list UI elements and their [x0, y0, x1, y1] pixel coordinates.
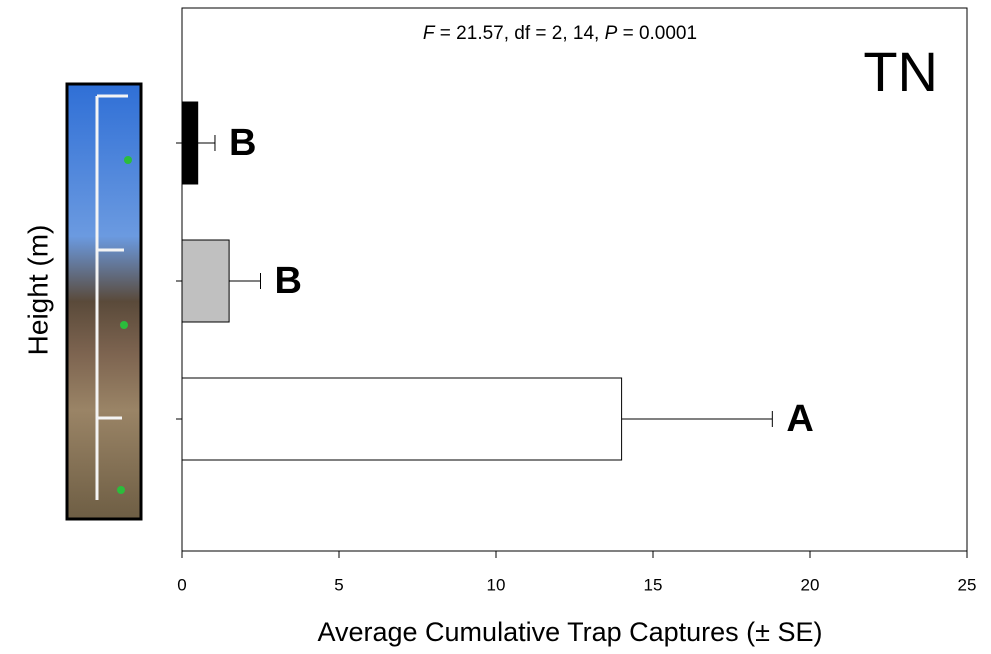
bar — [181, 377, 623, 461]
panel-label: TN — [863, 40, 938, 103]
x-axis-label: Average Cumulative Trap Captures (± SE) — [317, 617, 822, 647]
significance-letter: A — [786, 398, 813, 440]
x-tick-label: 20 — [801, 575, 820, 594]
bar — [181, 101, 199, 185]
y-axis-label: Height (m) — [22, 225, 53, 356]
annotation: F = 21.57, df = 2, 14, P = 0.0001 — [423, 23, 697, 44]
annotation-part: F — [423, 23, 436, 44]
x-tick-label: 15 — [644, 575, 663, 594]
annotation-part: = 21.57, df = 2, 14, — [435, 23, 605, 44]
x-tick-label: 10 — [487, 575, 506, 594]
x-tick-label: 5 — [334, 575, 343, 594]
significance-letter: B — [275, 260, 302, 302]
annotation-part: P — [605, 23, 618, 44]
x-tick-label: 0 — [177, 575, 186, 594]
annotation-part: = 0.0001 — [617, 23, 697, 44]
bar — [181, 239, 230, 323]
photo — [65, 82, 143, 521]
x-tick-label: 25 — [958, 575, 977, 594]
significance-letter: B — [229, 122, 256, 164]
